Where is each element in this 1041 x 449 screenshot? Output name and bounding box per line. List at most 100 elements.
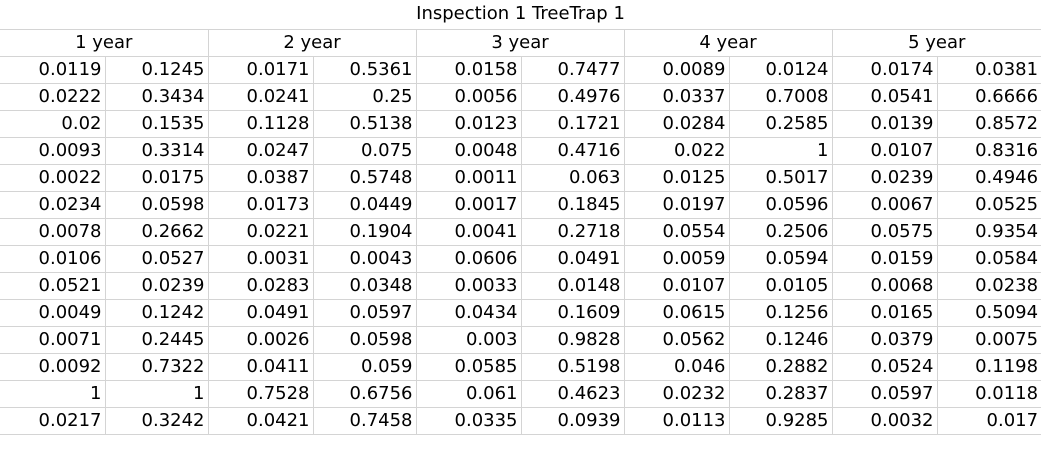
table-cell[interactable]: 0.0584: [936, 244, 1041, 273]
table-cell[interactable]: 0.5361: [312, 55, 417, 84]
table-cell[interactable]: 0.7528: [207, 379, 314, 408]
table-cell[interactable]: 0.4976: [520, 82, 625, 111]
table-cell[interactable]: 0.0527: [104, 244, 209, 273]
table-cell[interactable]: 0.0011: [415, 163, 522, 192]
table-cell[interactable]: 0.0239: [104, 271, 209, 300]
table-cell[interactable]: 0.0158: [415, 55, 522, 84]
table-cell[interactable]: 0.0232: [623, 379, 730, 408]
table-cell[interactable]: 0.022: [623, 136, 730, 165]
table-cell[interactable]: 0.0165: [831, 298, 938, 327]
table-cell[interactable]: 0.0598: [312, 325, 417, 354]
table-cell[interactable]: 0.0106: [0, 244, 106, 273]
table-cell[interactable]: 0.6666: [936, 82, 1041, 111]
table-cell[interactable]: 0.0337: [623, 82, 730, 111]
table-cell[interactable]: 0.075: [312, 136, 417, 165]
table-cell[interactable]: 0.0521: [0, 271, 106, 300]
table-cell[interactable]: 0.9285: [728, 406, 833, 435]
year-header[interactable]: 2 year: [207, 28, 417, 57]
table-cell[interactable]: 0.02: [0, 109, 106, 138]
table-cell[interactable]: 0.0335: [415, 406, 522, 435]
year-header[interactable]: 3 year: [415, 28, 625, 57]
table-cell[interactable]: 0.1246: [728, 325, 833, 354]
table-cell[interactable]: 0.1198: [936, 352, 1041, 381]
table-cell[interactable]: 0.0118: [936, 379, 1041, 408]
table-cell[interactable]: 0.0033: [415, 271, 522, 300]
table-cell[interactable]: 0.0217: [0, 406, 106, 435]
table-cell[interactable]: 0.2837: [728, 379, 833, 408]
table-cell[interactable]: 0.8572: [936, 109, 1041, 138]
table-cell[interactable]: 0.1128: [207, 109, 314, 138]
table-cell[interactable]: 0.0449: [312, 190, 417, 219]
table-cell[interactable]: 0.1245: [104, 55, 209, 84]
table-cell[interactable]: 0.0379: [831, 325, 938, 354]
table-cell[interactable]: 0.1535: [104, 109, 209, 138]
table-cell[interactable]: 0.0031: [207, 244, 314, 273]
table-cell[interactable]: 0.6756: [312, 379, 417, 408]
table-cell[interactable]: 0.0092: [0, 352, 106, 381]
table-cell[interactable]: 0.059: [312, 352, 417, 381]
table-cell[interactable]: 0.0107: [831, 136, 938, 165]
table-cell[interactable]: 0.4716: [520, 136, 625, 165]
table-cell[interactable]: 0.0148: [520, 271, 625, 300]
year-header[interactable]: 5 year: [831, 28, 1041, 57]
table-cell[interactable]: 0.2718: [520, 217, 625, 246]
table-cell[interactable]: 0.0598: [104, 190, 209, 219]
table-cell[interactable]: 0.0124: [728, 55, 833, 84]
table-cell[interactable]: 0.9828: [520, 325, 625, 354]
table-cell[interactable]: 0.0068: [831, 271, 938, 300]
table-cell[interactable]: 0.3314: [104, 136, 209, 165]
table-cell[interactable]: 0.017: [936, 406, 1041, 435]
table-cell[interactable]: 0.0284: [623, 109, 730, 138]
table-cell[interactable]: 0.0222: [0, 82, 106, 111]
table-cell[interactable]: 0.0041: [415, 217, 522, 246]
table-cell[interactable]: 0.7477: [520, 55, 625, 84]
table-cell[interactable]: 0.0067: [831, 190, 938, 219]
table-cell[interactable]: 0.0491: [207, 298, 314, 327]
table-cell[interactable]: 0.3242: [104, 406, 209, 435]
table-cell[interactable]: 0.1721: [520, 109, 625, 138]
table-cell[interactable]: 0.0241: [207, 82, 314, 111]
table-cell[interactable]: 0.0078: [0, 217, 106, 246]
table-cell[interactable]: 0.0575: [831, 217, 938, 246]
table-cell[interactable]: 0.046: [623, 352, 730, 381]
table-cell[interactable]: 0.0411: [207, 352, 314, 381]
table-cell[interactable]: 0.5138: [312, 109, 417, 138]
table-cell[interactable]: 0.5017: [728, 163, 833, 192]
table-cell[interactable]: 0.0387: [207, 163, 314, 192]
table-cell[interactable]: 0.0113: [623, 406, 730, 435]
table-cell[interactable]: 0.0022: [0, 163, 106, 192]
table-cell[interactable]: 0.1609: [520, 298, 625, 327]
table-cell[interactable]: 0.9354: [936, 217, 1041, 246]
table-cell[interactable]: 0.0597: [312, 298, 417, 327]
table-cell[interactable]: 0.5748: [312, 163, 417, 192]
table-cell[interactable]: 0.0247: [207, 136, 314, 165]
table-cell[interactable]: 0.061: [415, 379, 522, 408]
table-cell[interactable]: 0.4946: [936, 163, 1041, 192]
table-cell[interactable]: 0.0239: [831, 163, 938, 192]
table-cell[interactable]: 0.0123: [415, 109, 522, 138]
table-cell[interactable]: 0.0059: [623, 244, 730, 273]
table-cell[interactable]: 0.0089: [623, 55, 730, 84]
table-cell[interactable]: 0.1845: [520, 190, 625, 219]
table-cell[interactable]: 0.0159: [831, 244, 938, 273]
table-cell[interactable]: 0.1904: [312, 217, 417, 246]
table-cell[interactable]: 0.0221: [207, 217, 314, 246]
table-cell[interactable]: 0.0348: [312, 271, 417, 300]
table-cell[interactable]: 0.0017: [415, 190, 522, 219]
table-cell[interactable]: 0.0585: [415, 352, 522, 381]
table-cell[interactable]: 0.2882: [728, 352, 833, 381]
table-cell[interactable]: 0.0026: [207, 325, 314, 354]
table-cell[interactable]: 0.0105: [728, 271, 833, 300]
table-cell[interactable]: 1: [0, 379, 106, 408]
table-cell[interactable]: 0.0525: [936, 190, 1041, 219]
table-cell[interactable]: 0.4623: [520, 379, 625, 408]
table-cell[interactable]: 0.0524: [831, 352, 938, 381]
table-cell[interactable]: 0.0056: [415, 82, 522, 111]
table-cell[interactable]: 0.0554: [623, 217, 730, 246]
table-cell[interactable]: 0.5094: [936, 298, 1041, 327]
table-cell[interactable]: 0.0541: [831, 82, 938, 111]
table-cell[interactable]: 0.0093: [0, 136, 106, 165]
table-cell[interactable]: 0.0594: [728, 244, 833, 273]
table-cell[interactable]: 0.2445: [104, 325, 209, 354]
table-cell[interactable]: 0.1242: [104, 298, 209, 327]
